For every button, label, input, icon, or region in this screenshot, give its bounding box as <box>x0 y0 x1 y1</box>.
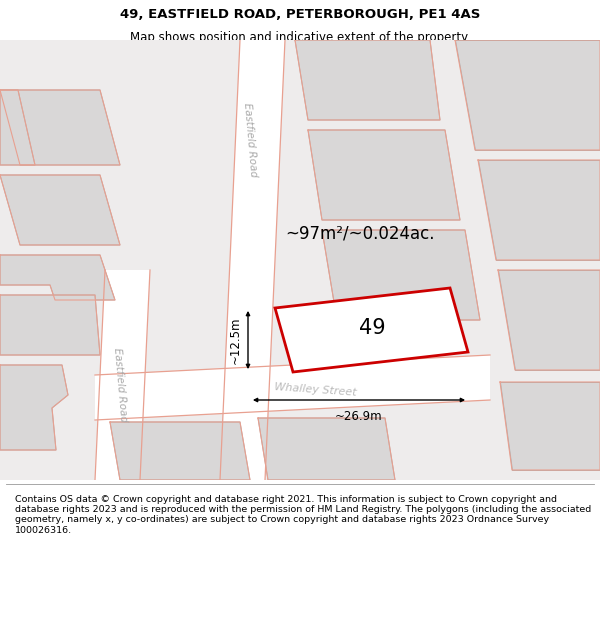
Text: ~12.5m: ~12.5m <box>229 316 242 364</box>
Polygon shape <box>308 130 460 220</box>
Polygon shape <box>275 288 468 372</box>
Text: Contains OS data © Crown copyright and database right 2021. This information is : Contains OS data © Crown copyright and d… <box>15 494 591 535</box>
Text: Eastfield Road: Eastfield Road <box>242 102 258 178</box>
Text: ~26.9m: ~26.9m <box>335 410 383 423</box>
Polygon shape <box>95 270 150 480</box>
Polygon shape <box>0 255 115 300</box>
Text: ~97m²/~0.024ac.: ~97m²/~0.024ac. <box>285 224 435 242</box>
Polygon shape <box>478 160 600 260</box>
Text: Map shows position and indicative extent of the property.: Map shows position and indicative extent… <box>130 31 470 44</box>
Polygon shape <box>498 270 600 370</box>
Polygon shape <box>0 365 68 450</box>
Polygon shape <box>258 418 395 480</box>
Polygon shape <box>455 40 600 150</box>
Text: 49, EASTFIELD ROAD, PETERBOROUGH, PE1 4AS: 49, EASTFIELD ROAD, PETERBOROUGH, PE1 4A… <box>120 8 480 21</box>
Text: 49: 49 <box>359 318 385 338</box>
Text: Eastfield Road: Eastfield Road <box>112 348 128 423</box>
Polygon shape <box>0 90 35 165</box>
Polygon shape <box>295 40 440 120</box>
Polygon shape <box>0 295 100 355</box>
Polygon shape <box>220 40 285 480</box>
Polygon shape <box>110 422 250 480</box>
Polygon shape <box>500 382 600 470</box>
Polygon shape <box>0 90 120 165</box>
Polygon shape <box>322 230 480 320</box>
Polygon shape <box>95 355 490 420</box>
Text: Whalley Street: Whalley Street <box>274 382 356 398</box>
Polygon shape <box>0 175 120 245</box>
